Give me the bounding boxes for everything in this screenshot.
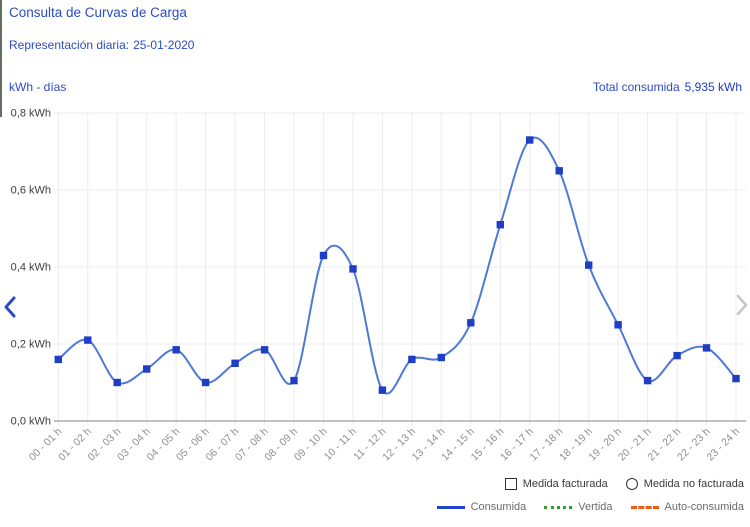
legend-series-row: Consumida Vertida Auto-consumida	[436, 501, 745, 513]
data-point-marker	[201, 378, 210, 387]
page-title: Consulta de Curvas de Carga	[9, 5, 187, 20]
representation-label: Representación diaria:	[9, 38, 130, 52]
legend-item-medida-facturada[interactable]: Medida facturada	[504, 478, 608, 490]
square-outline-icon	[504, 478, 517, 490]
dotted-line-icon	[544, 505, 573, 509]
page-edge-line	[0, 0, 2, 117]
data-point-marker	[732, 374, 740, 383]
data-point-marker	[585, 261, 593, 269]
data-point-marker	[172, 346, 180, 354]
y-tick-label: 0,2 kWh	[11, 339, 51, 351]
solid-line-icon	[436, 505, 465, 509]
axis-unit-label: kWh - días	[9, 80, 67, 94]
circle-outline-icon	[625, 478, 638, 490]
legend-measure-row: Medida facturada Medida no facturada	[504, 478, 744, 490]
data-point-marker	[643, 376, 652, 385]
data-point-marker	[702, 344, 711, 352]
legend-label: Consumida	[470, 501, 527, 513]
legend-label: Medida no facturada	[643, 478, 744, 490]
representation-date: 25-01-2020	[133, 38, 195, 52]
data-point-marker	[349, 265, 357, 273]
total-consumed: Total consumida 5,935 kWh	[593, 80, 742, 94]
data-point-marker	[467, 319, 475, 327]
data-point-marker	[673, 351, 681, 360]
y-tick-label: 0,4 kWh	[11, 262, 51, 274]
data-point-marker	[555, 167, 563, 175]
legend-label: Auto-consumida	[664, 501, 745, 513]
data-point-marker	[143, 365, 151, 373]
legend-item-consumida[interactable]: Consumida	[436, 501, 527, 513]
data-point-marker	[526, 136, 534, 144]
total-consumed-value: 5,935 kWh	[684, 80, 742, 94]
representation-subtitle: Representación diaria: 25-01-2020	[9, 38, 194, 52]
y-tick-label: 0,8 kWh	[11, 108, 51, 120]
data-point-marker	[437, 353, 445, 362]
dashed-line-icon	[630, 505, 659, 509]
data-point-marker	[84, 336, 92, 344]
x-tick-label: 23 - 24 h	[704, 426, 742, 464]
y-tick-label: 0,0 kWh	[11, 416, 51, 428]
data-point-marker	[496, 221, 504, 229]
legend-item-vertida[interactable]: Vertida	[544, 501, 613, 513]
y-tick-label: 0,6 kWh	[11, 185, 51, 197]
legend-label: Vertida	[578, 501, 613, 513]
data-point-marker	[260, 346, 269, 354]
data-point-marker	[290, 376, 298, 385]
legend-item-auto-consumida[interactable]: Auto-consumida	[630, 501, 745, 513]
chevron-left-icon[interactable]	[2, 295, 17, 319]
chevron-right-icon[interactable]	[735, 293, 750, 317]
consumida-line	[57, 136, 737, 395]
legend-item-medida-no-facturada[interactable]: Medida no facturada	[625, 478, 744, 490]
data-point-marker	[54, 355, 62, 364]
data-point-marker	[231, 359, 239, 367]
total-consumed-label: Total consumida	[592, 80, 680, 94]
data-point-marker	[614, 321, 622, 329]
data-point-marker	[378, 386, 387, 394]
data-point-marker	[113, 378, 121, 387]
data-point-marker	[319, 251, 328, 260]
legend-label: Medida facturada	[522, 478, 608, 490]
data-point-marker	[408, 355, 416, 364]
